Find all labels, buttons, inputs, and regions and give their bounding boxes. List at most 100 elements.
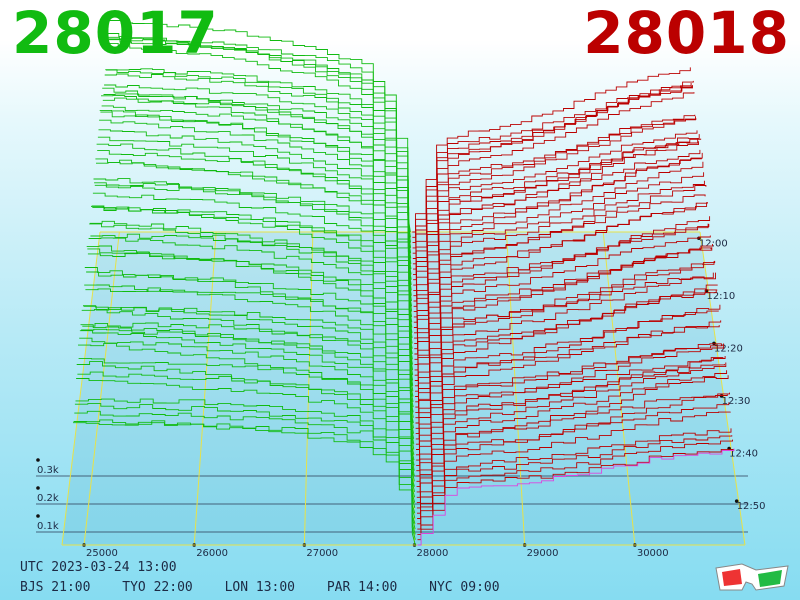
bid-depth-line bbox=[83, 305, 415, 455]
ask-depth-line bbox=[416, 344, 723, 461]
chart-frame-line bbox=[699, 231, 746, 546]
ask-depth-line bbox=[414, 224, 710, 366]
bid-depth-line bbox=[105, 69, 412, 270]
price-tick-label: 30000 bbox=[637, 548, 669, 559]
ask-depth-line bbox=[416, 370, 728, 493]
ask-depth-line bbox=[414, 202, 708, 355]
price-tick-label: 29000 bbox=[527, 548, 559, 559]
bid-depth-line bbox=[105, 68, 412, 264]
price-tick-label: 26000 bbox=[196, 548, 228, 559]
time-tick-label: 12:40 bbox=[729, 449, 758, 460]
3d-glasses-icon[interactable] bbox=[712, 560, 792, 594]
time-tick-label: 12:50 bbox=[737, 501, 766, 512]
utc-clock: UTC 2023-03-24 13:00 bbox=[20, 560, 177, 575]
ask-depth-line bbox=[413, 134, 700, 297]
bid-depth-line bbox=[94, 183, 413, 360]
depth-tick-dot bbox=[36, 486, 40, 490]
ask-depth-line bbox=[412, 92, 695, 259]
bid-depth-line bbox=[91, 205, 414, 392]
time-tick-dot bbox=[734, 499, 739, 503]
ask-depth-line bbox=[413, 116, 696, 270]
ask-depth-line bbox=[412, 80, 694, 254]
depth-tick-label: 0.1k bbox=[37, 521, 59, 532]
ask-depth-line bbox=[417, 428, 732, 525]
ask-depth-line bbox=[413, 130, 698, 281]
ask-depth-line bbox=[415, 304, 721, 445]
ask-depth-line bbox=[417, 448, 734, 541]
ask-depth-line bbox=[415, 272, 714, 397]
bid-depth-line bbox=[93, 178, 414, 370]
bid-depth-line bbox=[75, 398, 416, 524]
ask-depth-line bbox=[417, 439, 733, 535]
bid-depth-line bbox=[95, 158, 413, 355]
clock-bjs: BJS 21:00 bbox=[20, 580, 91, 595]
ask-depth-line bbox=[417, 392, 730, 514]
ask-depth-line bbox=[413, 138, 702, 307]
ask-depth-line bbox=[415, 289, 717, 419]
bid-depth-line bbox=[99, 119, 413, 323]
price-gridline bbox=[193, 231, 217, 546]
bid-depth-line bbox=[82, 322, 415, 466]
ask-depth-line bbox=[417, 411, 731, 519]
bid-depth-line bbox=[92, 192, 414, 376]
ask-depth-line bbox=[415, 310, 719, 435]
ask-depth-line bbox=[414, 185, 707, 344]
latest-ask-depth-line bbox=[417, 448, 735, 546]
depth-tick-dot bbox=[36, 514, 40, 518]
bid-depth-line bbox=[79, 337, 415, 492]
ask-depth-line bbox=[413, 152, 703, 318]
bid-depth-line bbox=[104, 84, 412, 280]
ask-depth-line bbox=[412, 67, 691, 233]
ask-depth-line bbox=[413, 161, 704, 323]
bid-depth-line bbox=[97, 136, 413, 333]
price-gridline bbox=[83, 231, 120, 546]
time-tick-label: 12:20 bbox=[714, 343, 743, 354]
time-tick-label: 12:10 bbox=[706, 291, 735, 302]
ask-depth-line bbox=[417, 435, 733, 530]
clock-tyo: TYO 22:00 bbox=[122, 580, 193, 595]
bid-depth-line bbox=[109, 20, 411, 233]
depth-tick-dot bbox=[36, 458, 40, 462]
chart-floor bbox=[62, 232, 745, 545]
bid-depth-line bbox=[97, 150, 413, 339]
bid-depth-line bbox=[74, 403, 416, 530]
clock-par: PAR 14:00 bbox=[326, 580, 398, 595]
ask-depth-line bbox=[413, 118, 697, 275]
clock-nyc: NYC 09:00 bbox=[429, 580, 500, 595]
timezone-clocks: BJS 21:00 TYO 22:00 LON 13:00 PAR 14:00 … bbox=[20, 580, 524, 595]
ask-depth-line bbox=[415, 272, 716, 413]
bid-depth-line bbox=[89, 223, 414, 408]
bid-depth-line bbox=[101, 105, 412, 302]
bid-depth-line bbox=[77, 371, 416, 509]
ask-depth-line bbox=[416, 375, 729, 504]
ask-depth-line bbox=[413, 158, 702, 313]
bid-depth-line bbox=[81, 328, 415, 477]
bid-depth-line bbox=[73, 421, 416, 546]
price-tick-label: 25000 bbox=[86, 548, 118, 559]
bid-depth-line bbox=[86, 245, 414, 429]
ask-depth-line bbox=[416, 394, 728, 498]
ask-depth-line bbox=[414, 216, 711, 371]
bid-depth-line bbox=[107, 33, 412, 254]
bid-depth-line bbox=[81, 308, 415, 471]
bid-depth-line bbox=[101, 95, 413, 307]
bid-depth-line bbox=[98, 129, 413, 328]
bid-depth-line bbox=[76, 378, 416, 519]
bid-depth-line bbox=[99, 109, 413, 317]
ask-depth-line bbox=[416, 343, 725, 472]
bid-depth-line bbox=[79, 330, 415, 487]
bid-depth-line bbox=[106, 42, 412, 259]
ask-depth-line bbox=[416, 357, 724, 466]
price-tick-label: 27000 bbox=[306, 548, 338, 559]
ask-depth-line bbox=[414, 235, 711, 376]
ask-depth-line bbox=[416, 320, 722, 450]
bid-depth-line bbox=[78, 342, 416, 503]
bid-depth-line bbox=[89, 220, 414, 402]
bid-depth-line bbox=[90, 233, 414, 397]
ask-depth-line bbox=[415, 244, 713, 392]
bid-depth-line bbox=[102, 87, 412, 296]
bid-depth-line bbox=[78, 357, 416, 498]
ask-depth-line bbox=[412, 85, 693, 244]
ask-depth-line bbox=[416, 402, 730, 509]
